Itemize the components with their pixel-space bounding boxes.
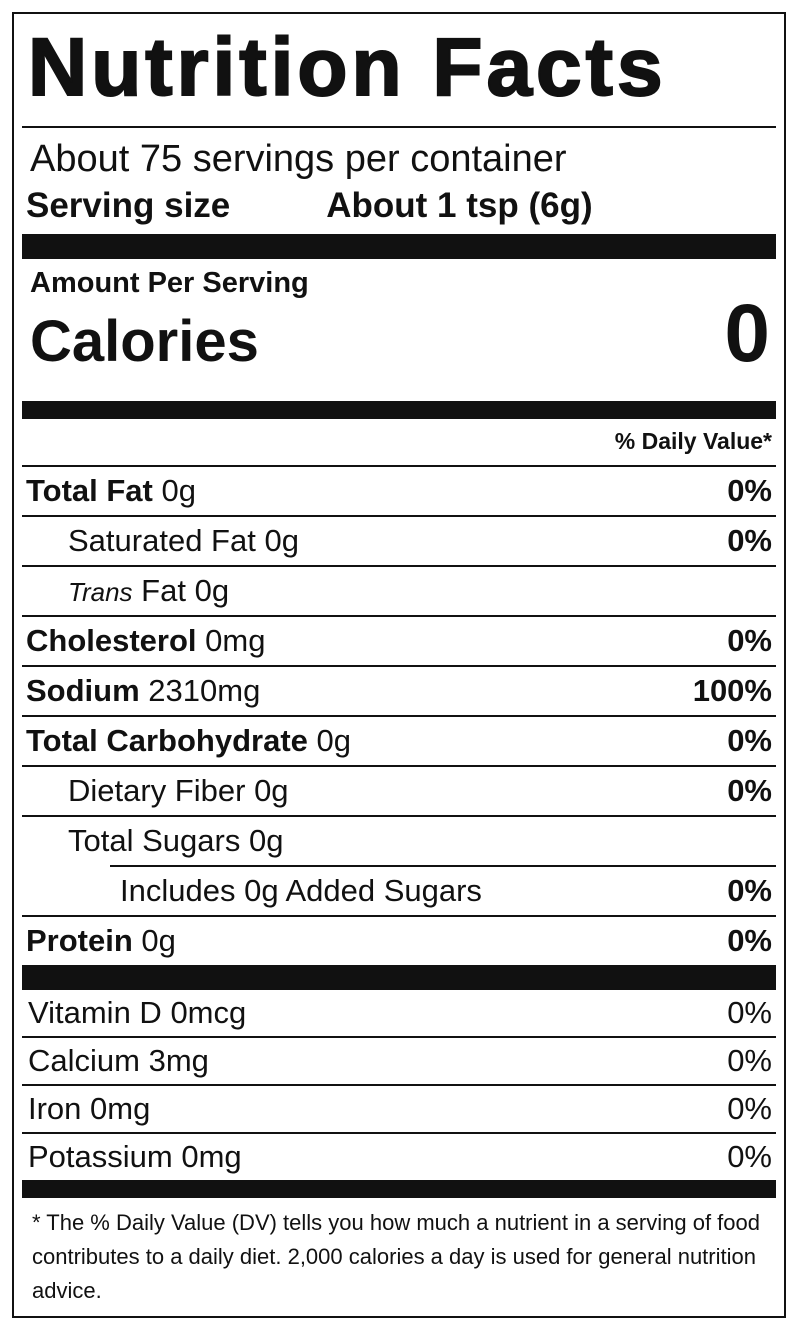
nutrient-row: Sodium 2310mg 100% <box>22 665 776 715</box>
nutrient-row: Potassium 0mg 0% <box>22 1132 776 1180</box>
nutrient-row: Protein 0g 0% <box>22 915 776 965</box>
daily-value: 0% <box>727 473 772 508</box>
nutrient-amount: 0g <box>141 923 176 958</box>
nutrient: Dietary Fiber 0g <box>68 773 289 809</box>
nutrient: Total Fat 0g <box>26 473 196 509</box>
nutrient: Calcium 3mg <box>28 1043 209 1079</box>
dv-header: % Daily Value* <box>614 428 772 454</box>
nutrient-name: Total Sugars <box>68 823 241 858</box>
daily-value: 0% <box>727 623 772 658</box>
nutrient-list: Total Fat 0g 0% Saturated Fat 0g 0% Trans Fa… <box>22 465 776 965</box>
nutrient-row: Calcium 3mg 0% <box>22 1036 776 1084</box>
vitamin-list: Vitamin D 0mcg 0% Calcium 3mg 0% Iron 0mg 0% P… <box>22 990 776 1180</box>
title: Nutrition Facts <box>27 21 667 114</box>
serving-size-label: Serving size <box>26 186 231 225</box>
nutrient-name: Protein <box>26 923 133 958</box>
daily-value: 0% <box>727 773 772 808</box>
nutrient-row: Total Fat 0g 0% <box>22 465 776 515</box>
daily-value: 0% <box>727 523 772 558</box>
nutrient-amount: 0g <box>248 823 284 858</box>
nutrient-row: Dietary Fiber 0g 0% <box>22 765 776 815</box>
nutrition-label: Nutrition Facts About 75 servings per co… <box>12 12 786 1318</box>
nutrient-name: Potassium <box>28 1139 173 1174</box>
nutrient: Cholesterol 0mg <box>26 623 265 659</box>
daily-value: 0% <box>727 723 772 758</box>
nutrient-amount: 3mg <box>148 1043 209 1078</box>
divider <box>22 234 776 259</box>
nutrient: Sodium 2310mg <box>26 673 260 709</box>
divider <box>22 965 776 990</box>
nutrient: Iron 0mg <box>28 1091 150 1127</box>
nutrient-row: Total Sugars 0g <box>22 815 776 865</box>
nutrient-name: Sodium <box>26 673 140 708</box>
daily-value: 0% <box>727 1043 772 1078</box>
amount-per-serving: Amount Per Serving <box>30 267 309 299</box>
calories-value: 0 <box>724 288 770 379</box>
nutrient-name: Cholesterol <box>26 623 197 658</box>
nutrient: Total Carbohydrate 0g <box>26 723 351 759</box>
nutrient: Vitamin D 0mcg <box>28 995 246 1031</box>
nutrient-name: Calcium <box>28 1043 140 1078</box>
nutrient-row: Iron 0mg 0% <box>22 1084 776 1132</box>
serving-size: Serving size About 1 tsp (6g) <box>22 184 776 234</box>
servings: About 75 servings per container <box>30 138 567 180</box>
nutrient-row: Vitamin D 0mcg 0% <box>22 990 776 1036</box>
nutrient-name: Fat <box>141 573 186 608</box>
nutrient-amount: 0g <box>161 473 196 508</box>
divider <box>22 401 776 419</box>
serving-size-value: About 1 tsp (6g) <box>326 186 593 225</box>
divider <box>22 126 776 128</box>
daily-value: 0% <box>727 923 772 958</box>
nutrient-amount: 0mg <box>205 623 266 658</box>
nutrient-amount: 0mcg <box>170 995 247 1030</box>
nutrient-name: Total Carbohydrate <box>26 723 308 758</box>
nutrient-row: Trans Fat 0g <box>22 565 776 615</box>
nutrient-name: Total Fat <box>26 473 153 508</box>
nutrient-name: Dietary Fiber <box>68 773 246 808</box>
footnote: * The % Daily Value (DV) tells you how m… <box>32 1210 760 1303</box>
nutrient: Includes 0g Added Sugars <box>120 873 482 909</box>
nutrient: Protein 0g <box>26 923 176 959</box>
divider <box>22 1180 776 1198</box>
nutrient-row: Total Carbohydrate 0g 0% <box>22 715 776 765</box>
nutrient-amount: 0mg <box>181 1139 242 1174</box>
nutrient: Trans Fat 0g <box>68 573 229 609</box>
nutrient-row: Cholesterol 0mg 0% <box>22 615 776 665</box>
nutrient-amount: 0mg <box>90 1091 151 1126</box>
nutrient-amount: 2310mg <box>148 673 261 708</box>
nutrient: Potassium 0mg <box>28 1139 242 1175</box>
nutrient-name: Vitamin D <box>28 995 162 1030</box>
nutrient-amount: 0g <box>194 573 230 608</box>
nutrient-row: Includes 0g Added Sugars 0% <box>110 865 776 915</box>
daily-value: 100% <box>692 673 772 708</box>
nutrient: Total Sugars 0g <box>68 823 283 859</box>
daily-value: 0% <box>727 1091 772 1126</box>
calories: Calories 0 <box>22 288 776 401</box>
nutrient-name: Iron <box>28 1091 82 1126</box>
nutrient-row: Saturated Fat 0g 0% <box>22 515 776 565</box>
nutrient-amount: 0g <box>316 723 352 758</box>
nutrient-name: Includes 0g Added Sugars <box>120 873 482 908</box>
daily-value: 0% <box>727 995 772 1030</box>
daily-value: 0% <box>727 873 772 908</box>
nutrient-amount: 0g <box>264 523 299 558</box>
nutrient-amount: 0g <box>254 773 289 808</box>
nutrient-italic: Trans <box>68 577 133 607</box>
calories-label: Calories <box>30 309 259 374</box>
nutrient: Saturated Fat 0g <box>68 523 299 559</box>
daily-value: 0% <box>727 1139 772 1174</box>
nutrient-name: Saturated Fat <box>68 523 256 558</box>
